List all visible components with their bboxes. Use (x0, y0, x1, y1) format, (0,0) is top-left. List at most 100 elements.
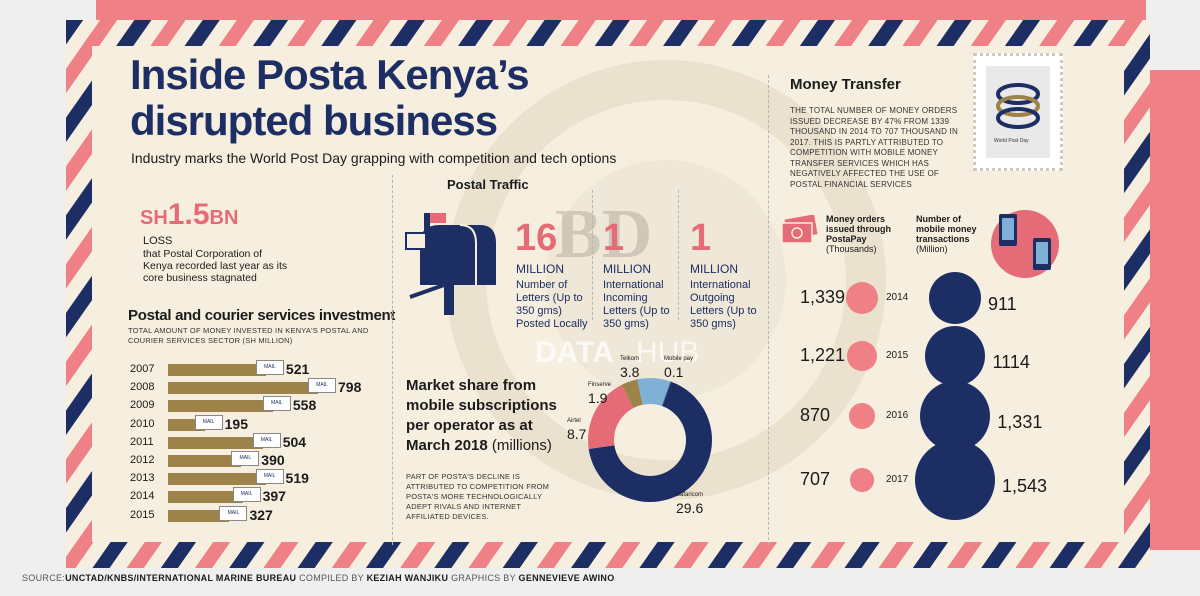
investment-bar (168, 509, 230, 522)
divider (678, 190, 680, 320)
bar-value-label: 521 (285, 361, 310, 377)
source-graphics-by: GRAPHICS BY (448, 573, 519, 583)
investment-subtitle: TOTAL AMOUNT OF MONEY INVESTED IN KENYA'… (128, 326, 369, 345)
investment-bar (168, 473, 266, 486)
mobile-value: 1,543 (1002, 476, 1048, 496)
money-year-label: 2014 (886, 292, 909, 303)
donut-slice-telkom (637, 378, 671, 407)
investment-bar (168, 400, 273, 413)
traffic-desc-3: International Outgoing Letters (Up to 35… (690, 279, 757, 330)
mobile-header-unit: (Million) (916, 244, 948, 254)
donut-value-label: 3.8 (620, 364, 640, 380)
donut-value-label: 8.7 (567, 426, 587, 442)
traffic-unit-3: MILLION (690, 262, 739, 276)
bar-year-label: 2013 (130, 472, 155, 485)
divider (592, 190, 594, 320)
traffic-number-3: 1 (690, 217, 712, 259)
watermark-logo: BD (555, 196, 653, 273)
donut-category-label: Airtel (567, 418, 581, 424)
bar-value-label: 195 (224, 415, 248, 432)
divider (392, 175, 394, 545)
traffic-number-1: 16 (515, 217, 558, 259)
bar-value-label: 397 (262, 488, 286, 505)
mobile-header: Number of mobile money transactions (Mil… (916, 214, 986, 254)
bar-value-label: 519 (285, 470, 309, 487)
bar-year-label: 2010 (130, 417, 155, 430)
investment-bar (168, 491, 243, 504)
loss-number: 1.5 (167, 198, 210, 231)
orders-value: 1,221 (800, 345, 846, 365)
traffic-unit-2: MILLION (603, 262, 652, 276)
bar-year-label: 2008 (130, 381, 155, 394)
bar-value-label: 504 (282, 433, 307, 450)
truck-icon: MAIL (255, 469, 284, 485)
orders-value: 870 (800, 405, 831, 425)
money-year-label: 2016 (886, 410, 909, 421)
traffic-unit-1: MILLION (516, 262, 565, 276)
market-title-line: mobile subscriptions (406, 397, 557, 414)
truck-icon: MAIL (308, 378, 336, 394)
truck-icon: MAIL (219, 505, 248, 521)
bar-value-label: 558 (292, 397, 317, 414)
money-year-label: 2015 (886, 350, 909, 361)
donut-category-label: Safaricom (676, 492, 704, 498)
page-subtitle: Industry marks the World Post Day grappi… (131, 150, 617, 166)
title-line-1: Inside Posta Kenya’s (130, 51, 530, 98)
loss-figure: SH1.5BN (140, 198, 238, 232)
investment-title: Postal and courier services investment (128, 307, 396, 324)
market-share-donut (588, 378, 712, 502)
bar-year-label: 2015 (130, 508, 155, 521)
money-transfer-text: THE TOTAL NUMBER OF MONEY ORDERS ISSUED … (790, 106, 958, 189)
watermark-data: DATA (535, 336, 614, 369)
mobile-value: 1,331 (997, 412, 1043, 432)
market-share-note: PART OF POSTA'S DECLINE IS ATTRIBUTED TO… (406, 472, 550, 521)
donut-category-label: Telkom (620, 356, 640, 362)
orders-value: 707 (800, 469, 831, 489)
stamp-text: World Post Day (994, 138, 1029, 144)
stamp-art-icon (986, 66, 1050, 158)
bar-year-label: 2012 (130, 454, 155, 466)
source-designer: GENNEVIEVE AWINO (518, 573, 615, 583)
truck-icon: MAIL (252, 432, 281, 448)
orders-value: 1,339 (800, 287, 846, 307)
mobile-header-label: Number of mobile money transactions (916, 214, 977, 244)
loss-description: that Postal Corporation of Kenya recorde… (143, 248, 288, 284)
truck-icon: MAIL (231, 451, 260, 466)
truck-icon: MAIL (194, 414, 223, 430)
decor-stripe-top (96, 0, 1146, 22)
market-title-line: March 2018 (millions) (406, 436, 557, 456)
truck-icon: MAIL (232, 487, 261, 503)
mobile-circle (929, 272, 981, 324)
orders-circle (849, 403, 875, 429)
bar-value-label: 798 (338, 379, 362, 396)
donut-category-label: Finserve (588, 382, 612, 388)
orders-header-unit: (Thousands) (826, 244, 877, 254)
mobile-circle (915, 440, 995, 520)
source-compiler: KEZIAH WANJIKU (366, 573, 449, 583)
traffic-desc-2: International Incoming Letters (Up to 35… (603, 279, 670, 330)
source-prefix: SOURCE: (22, 573, 66, 583)
bar-year-label: 2011 (130, 435, 154, 448)
money-icon (781, 215, 818, 244)
loss-label: LOSS (143, 235, 173, 247)
donut-value-label: 1.9 (588, 390, 608, 406)
bar-value-label: 390 (261, 452, 285, 468)
investment-bar (168, 436, 263, 449)
postal-traffic-title: Postal Traffic (447, 177, 529, 192)
market-title-line: Market share from (406, 377, 537, 394)
market-title-date: March 2018 (406, 437, 488, 454)
donut-category-label: Mobile pay (664, 356, 694, 362)
source-line: SOURCE:UNCTAD/KNBS/INTERNATIONAL MARINE … (22, 573, 615, 583)
investment-bar (168, 455, 242, 467)
bar-year-label: 2014 (130, 490, 155, 503)
market-title-unit: (millions) (491, 437, 552, 454)
truck-icon: MAIL (262, 396, 291, 412)
orders-circle (850, 468, 874, 492)
donut-slice-finserve (621, 379, 643, 409)
source-compiled-by: COMPILED BY (296, 573, 367, 583)
orders-circle (846, 340, 878, 372)
orders-circle (846, 282, 878, 314)
stamp: World Post Day (973, 53, 1063, 171)
investment-bar (168, 364, 266, 376)
mobile-circle (924, 325, 986, 387)
